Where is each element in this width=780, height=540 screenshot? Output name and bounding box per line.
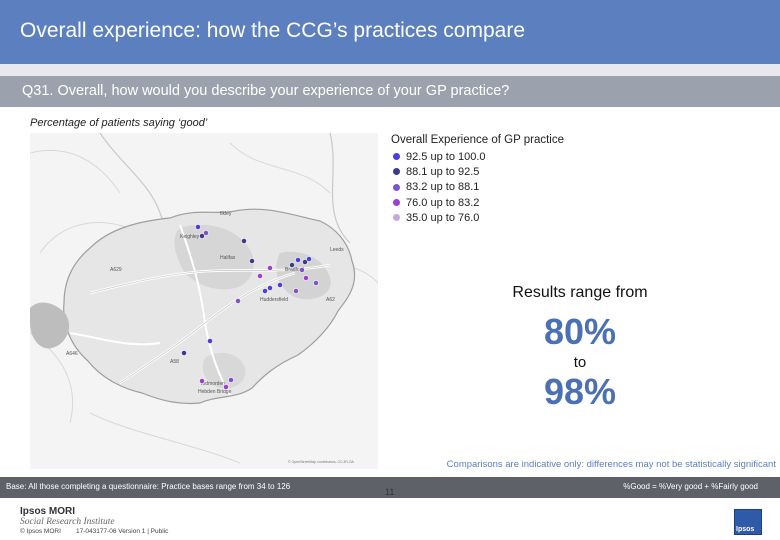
title-divider — [0, 64, 780, 76]
practice-marker — [267, 285, 273, 291]
practice-marker — [306, 256, 312, 262]
legend-label: 76.0 up to 83.2 — [406, 196, 480, 209]
results-range: Results range from 80% to 98% — [460, 284, 700, 410]
practice-marker — [199, 233, 205, 239]
practice-marker — [257, 273, 263, 279]
legend-label: 88.1 up to 92.5 — [406, 165, 480, 178]
legend-dot-icon — [393, 199, 400, 207]
comparisons-note: Comparisons are indicative only: differe… — [446, 459, 776, 470]
map-label-ilkley: Ilkley — [220, 211, 232, 217]
results-intro: Results range from — [512, 284, 648, 301]
practice-marker — [223, 384, 229, 390]
base-bar: Base: All those completing a questionnai… — [0, 477, 780, 498]
map-label-huddersfield: Huddersfield — [260, 297, 288, 303]
map-label-leeds: Leeds — [330, 247, 344, 253]
title-bar: Overall experience: how the CCG’s practi… — [0, 0, 780, 64]
legend-item: 76.0 up to 83.2 — [388, 195, 588, 210]
practice-marker — [235, 298, 241, 304]
legend-item: 83.2 up to 88.1 — [388, 180, 588, 195]
base-text: Base: All those completing a questionnai… — [6, 482, 291, 491]
practice-markers — [181, 224, 319, 390]
logo-text: Ipsos — [736, 526, 755, 533]
practice-marker — [249, 258, 255, 264]
practice-marker — [303, 275, 309, 281]
results-high: 98% — [543, 371, 617, 412]
practice-marker — [293, 288, 299, 294]
results-connector: to — [573, 354, 587, 371]
practice-marker — [313, 280, 319, 286]
practice-marker — [299, 267, 305, 273]
page-number: 11 — [385, 487, 395, 497]
question-text: Q31. Overall, how would you describe you… — [22, 83, 510, 99]
map-label-hebden-bridge: Hebden Bridge — [198, 389, 232, 395]
practice-marker — [277, 282, 283, 288]
practice-marker — [262, 288, 268, 294]
map-label-keighley: Keighley — [180, 234, 200, 240]
brand-logo: Ipsos MORI Social Research Institute — [20, 506, 115, 527]
legend-item: 88.1 up to 92.5 — [388, 164, 588, 179]
legend-label: 35.0 up to 76.0 — [406, 211, 480, 224]
map-legend: Overall Experience of GP practice 92.5 u… — [388, 134, 588, 225]
legend-title: Overall Experience of GP practice — [391, 134, 565, 146]
map-label-halifax: Halifax — [220, 255, 236, 261]
legend-label: 92.5 up to 100.0 — [406, 150, 486, 163]
map-copyright: © OpenStreetMap contributors, CC-BY-SA — [288, 460, 355, 464]
footer: Ipsos MORI Social Research Institute © I… — [0, 498, 780, 540]
ipsos-logo-icon: Ipsos — [734, 509, 762, 535]
practice-marker — [195, 224, 201, 230]
practice-marker — [228, 377, 234, 383]
practice-marker — [302, 259, 308, 265]
map-graphic: Keighley Ilkley Bradford Halifax Hudders… — [30, 133, 378, 469]
practice-marker — [181, 350, 187, 356]
chart-subtitle: Percentage of patients saying ‘good’ — [30, 117, 208, 129]
road-label-a629: A629 — [110, 267, 122, 273]
job-number: 17-043177-06 Version 1 | Public — [76, 528, 169, 535]
practice-map[interactable]: Keighley Ilkley Bradford Halifax Hudders… — [30, 133, 378, 469]
practice-marker — [199, 378, 205, 384]
legend-dot-icon — [393, 183, 400, 191]
practice-marker — [267, 265, 273, 271]
good-definition: %Good = %Very good + %Fairly good — [623, 482, 758, 491]
results-low: 80% — [543, 311, 617, 352]
legend-dot-icon — [393, 214, 400, 222]
legend-label: 83.2 up to 88.1 — [406, 181, 480, 194]
brand-name: Ipsos MORI — [20, 506, 76, 517]
page-title: Overall experience: how the CCG’s practi… — [20, 19, 525, 42]
legend-dot-icon — [393, 168, 400, 176]
map-label-todmorden: Todmorden — [200, 381, 225, 387]
map-label-bradford: Bradford — [285, 267, 304, 273]
practice-marker — [203, 230, 209, 236]
practice-marker — [289, 262, 295, 268]
legend-dot-icon — [393, 153, 400, 161]
question-bar: Q31. Overall, how would you describe you… — [0, 76, 780, 107]
road-label-a646: A646 — [66, 351, 78, 357]
practice-marker — [207, 338, 213, 344]
brand-subtitle: Social Research Institute — [20, 517, 115, 527]
road-label-a58: A58 — [170, 359, 179, 365]
legend-item: 92.5 up to 100.0 — [388, 149, 588, 164]
legend-item: 35.0 up to 76.0 — [388, 210, 588, 225]
practice-marker — [295, 257, 301, 263]
copyright-text: © Ipsos MORI — [20, 528, 61, 535]
practice-marker — [241, 238, 247, 244]
road-label-a62: A62 — [326, 297, 335, 303]
